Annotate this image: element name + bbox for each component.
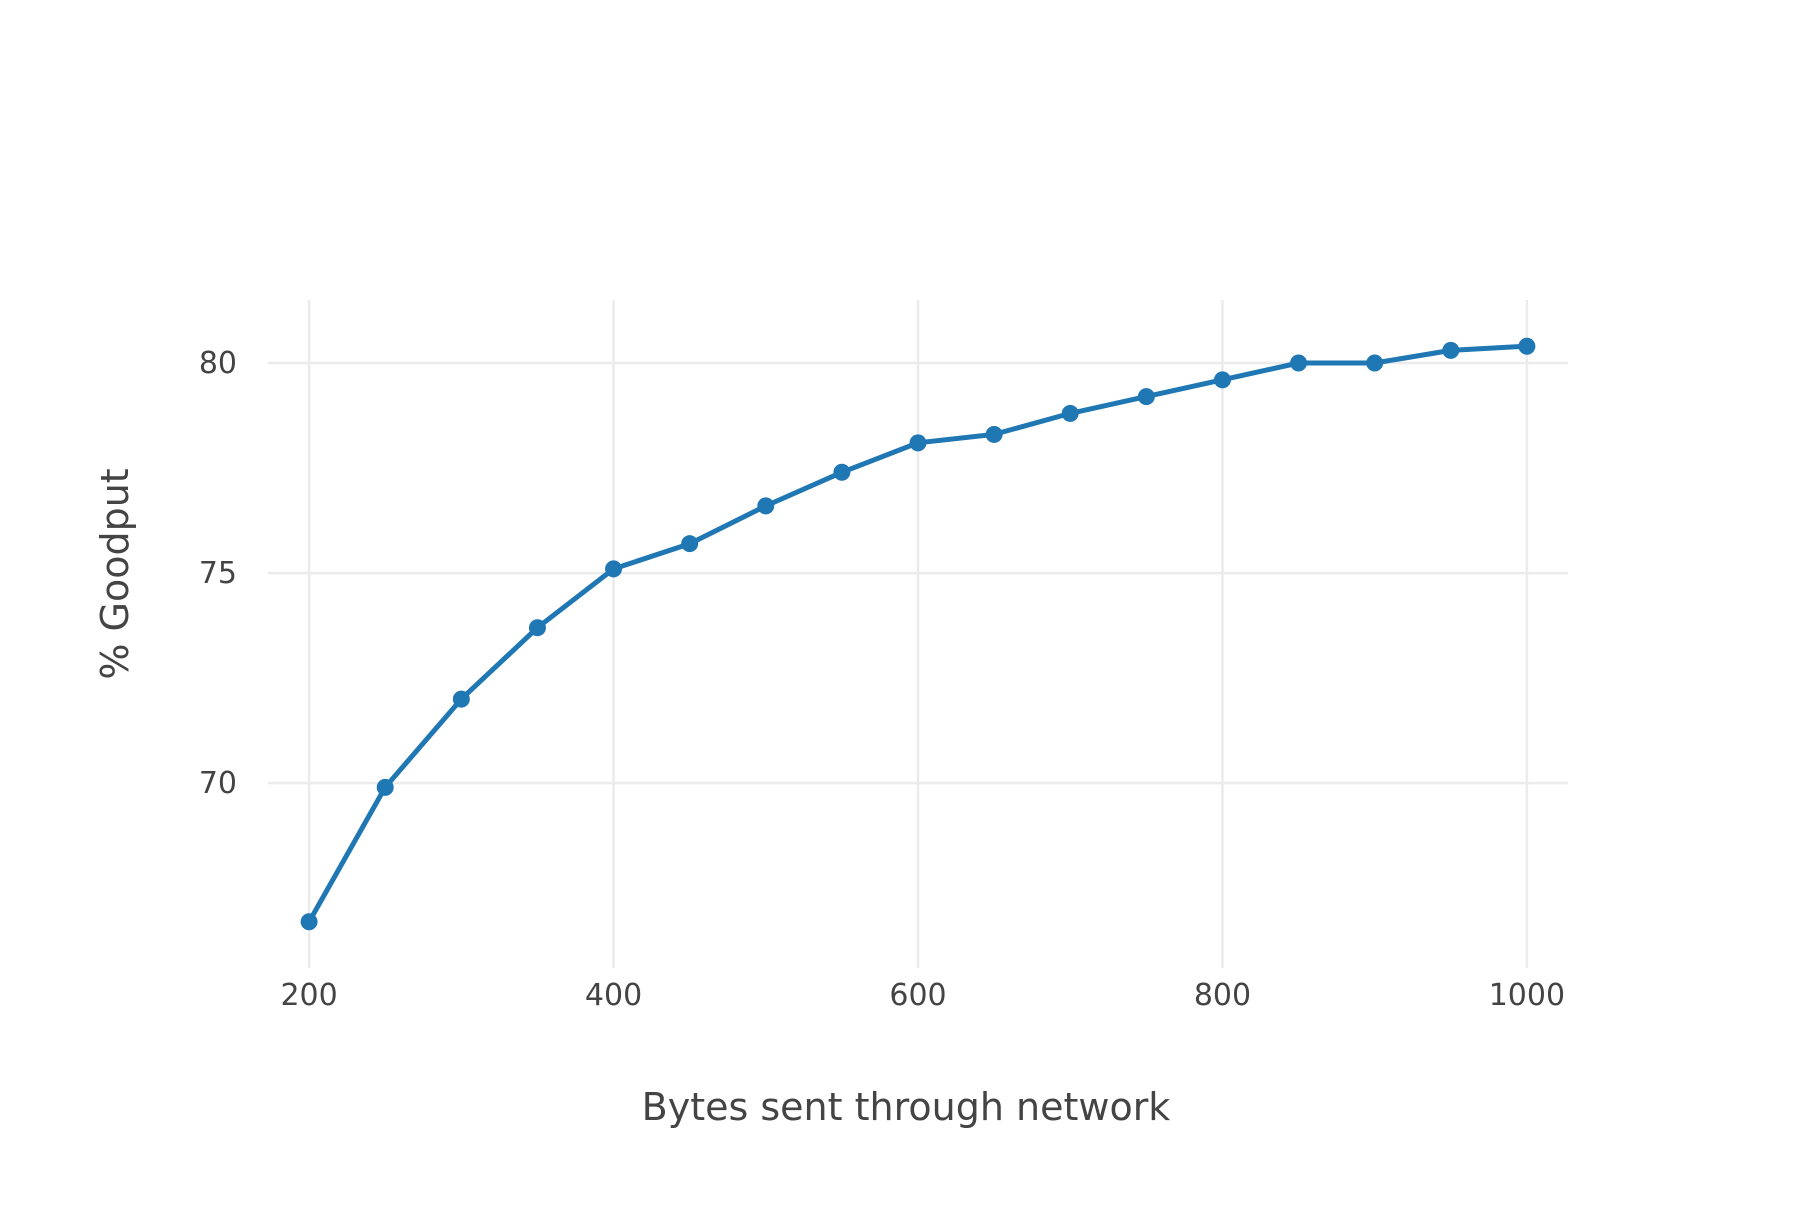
y-tick-label: 70 [199,766,237,801]
x-tick-label: 200 [280,978,337,1013]
y-tick-label: 75 [199,556,237,591]
data-point[interactable] [452,690,470,708]
x-tick-label: 1000 [1489,978,1565,1013]
y-axis-title: % Goodput [93,468,137,679]
data-point[interactable] [833,463,851,481]
y-tick-label: 80 [199,346,237,381]
data-point[interactable] [1290,354,1308,372]
data-point[interactable] [1061,404,1079,422]
data-point[interactable] [1137,388,1155,406]
x-gridlines [307,300,1529,968]
data-point[interactable] [1442,341,1460,359]
data-point[interactable] [1518,337,1536,355]
x-tick-labels: 200 400 600 800 1000 [280,978,1565,1013]
data-point[interactable] [985,425,1003,443]
x-tick-label: 800 [1194,978,1251,1013]
data-point[interactable] [909,434,927,452]
data-point[interactable] [1366,354,1384,372]
series-layer [300,337,1536,931]
x-tick-label: 600 [889,978,946,1013]
x-tick-label: 400 [585,978,642,1013]
data-point[interactable] [681,535,699,553]
data-point[interactable] [300,913,318,931]
data-point[interactable] [605,560,623,578]
data-point[interactable] [376,778,394,796]
x-axis-title: Bytes sent through network [642,1085,1171,1129]
y-tick-labels: 70 75 80 [199,346,237,801]
data-point[interactable] [528,619,546,637]
data-point[interactable] [757,497,775,515]
data-point[interactable] [1213,371,1231,389]
